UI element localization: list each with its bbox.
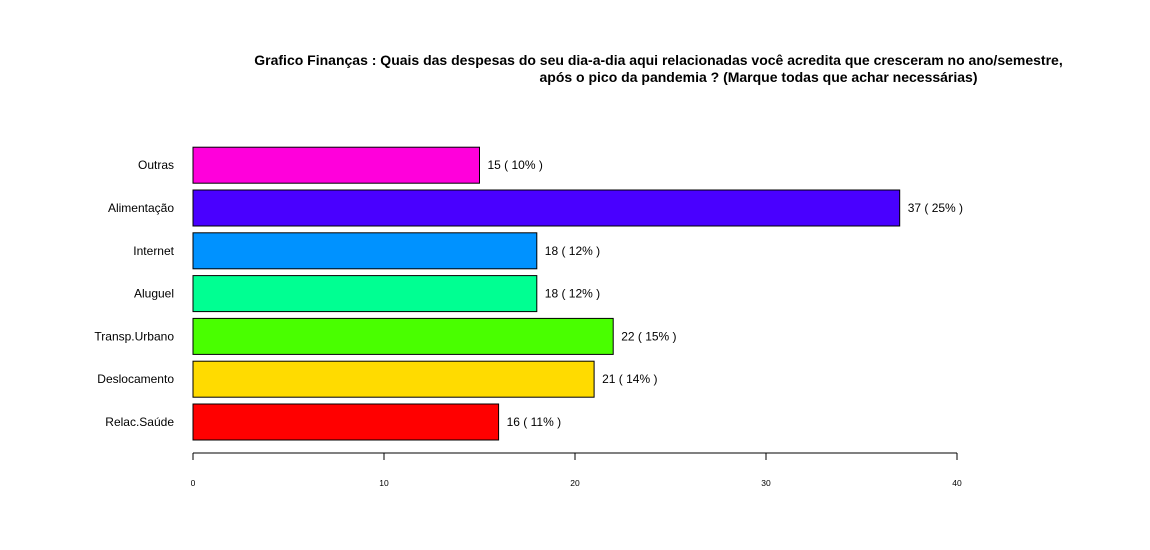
data-label: 21 ( 14% ) xyxy=(602,372,657,386)
bar-aluguel xyxy=(192,275,538,313)
category-label: Alimentação xyxy=(108,201,174,215)
data-label: 18 ( 12% ) xyxy=(545,244,600,258)
data-label: 18 ( 12% ) xyxy=(545,287,600,301)
category-label: Internet xyxy=(133,244,174,258)
bar-transp-urbano xyxy=(192,317,614,355)
chart-title-line-2: após o pico da pandemia ? (Marque todas … xyxy=(539,69,978,85)
data-label: 16 ( 11% ) xyxy=(507,415,561,429)
x-tick-label: 20 xyxy=(570,478,580,488)
x-axis: 0 10 20 30 40 xyxy=(191,452,962,488)
x-tick-label: 30 xyxy=(761,478,771,488)
bars-group: Relac.Saúde 16 ( 11% ) Deslocamento 21 ( 14… xyxy=(94,146,963,441)
category-label: Relac.Saúde xyxy=(105,415,174,429)
x-tick-label: 40 xyxy=(952,478,962,488)
bar-internet xyxy=(192,232,538,270)
category-label: Outras xyxy=(138,158,174,172)
x-tick-label: 10 xyxy=(379,478,389,488)
bar-outras xyxy=(192,146,480,184)
chart-title-line-1: Grafico Finanças : Quais das despesas do… xyxy=(254,52,1063,68)
category-label: Transp.Urbano xyxy=(94,329,174,343)
bar-relac-sa-de xyxy=(192,403,500,441)
data-label: 15 ( 10% ) xyxy=(488,158,543,172)
data-label: 22 ( 15% ) xyxy=(621,329,676,343)
bar-alimenta-o xyxy=(192,189,901,227)
data-label: 37 ( 25% ) xyxy=(908,201,963,215)
category-label: Aluguel xyxy=(134,287,174,301)
chart-title: Grafico Finanças : Quais das despesas do… xyxy=(0,52,1150,86)
x-tick-label: 0 xyxy=(191,478,196,488)
category-label: Deslocamento xyxy=(97,372,174,386)
bar-deslocamento xyxy=(192,360,595,398)
